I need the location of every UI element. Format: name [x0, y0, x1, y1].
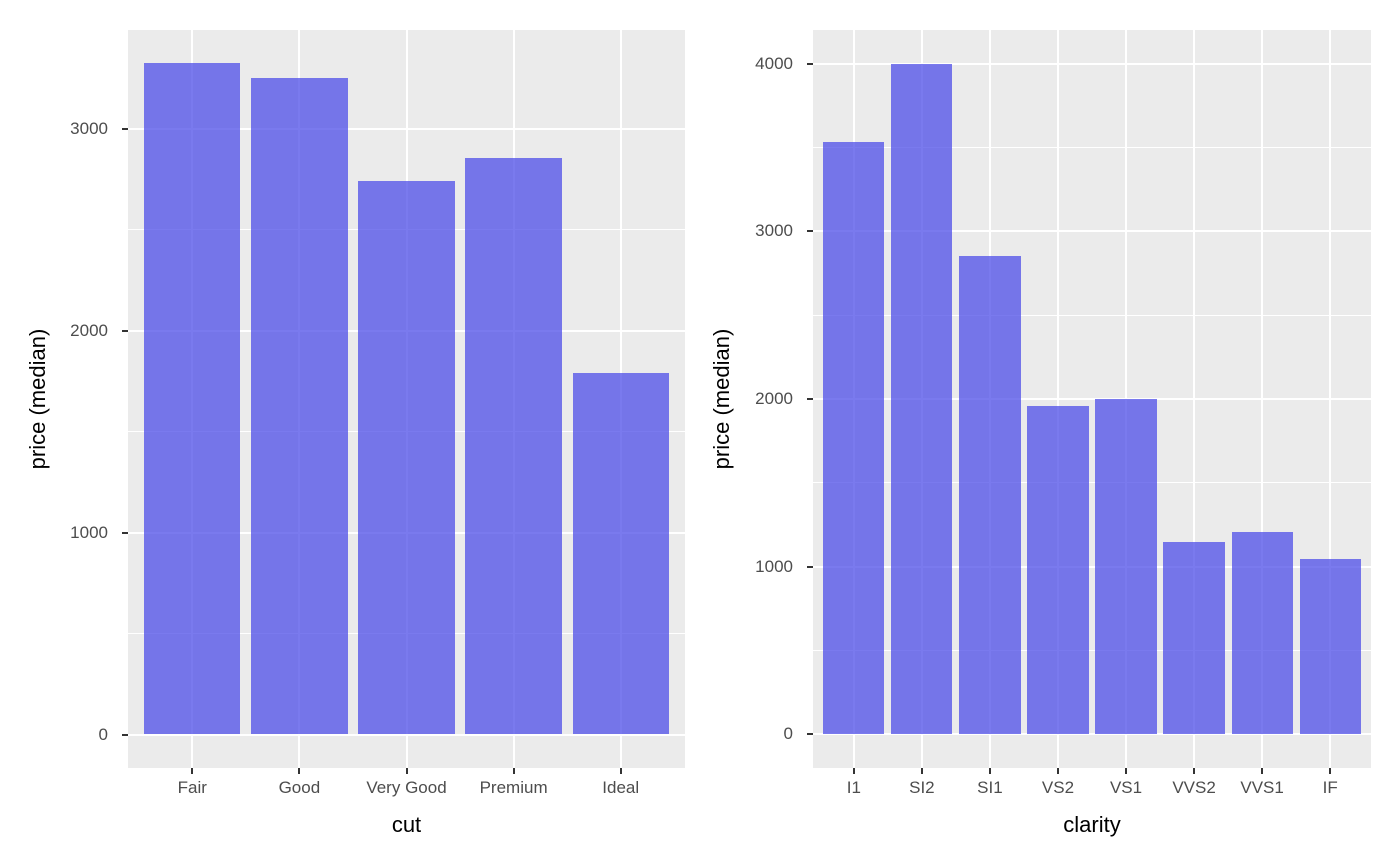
y-tick-label: 0 [783, 724, 793, 744]
gridline-h-minor [813, 482, 1371, 484]
y-tick-label: 2000 [70, 320, 108, 340]
gridline-v-major [1056, 30, 1059, 768]
bar-ideal [572, 373, 669, 735]
x-tick-mark [988, 768, 991, 774]
x-tick-label: Fair [177, 778, 207, 797]
x-tick-label: IF [1322, 778, 1338, 797]
gridline-h-major [813, 565, 1371, 568]
bar-vvs2 [1163, 542, 1225, 735]
plot-panel [128, 30, 685, 768]
y-tick-mark [807, 565, 813, 568]
x-tick-mark [1056, 768, 1059, 774]
bar-si1 [959, 255, 1021, 735]
bar-premium [465, 158, 562, 735]
x-tick-mark [619, 768, 622, 774]
chart-price-by-clarity: price (median) clarity 0 1000 2000 3000 4000… [700, 0, 1400, 866]
gridline-h-minor [813, 146, 1371, 148]
plot-panel [813, 30, 1371, 768]
bar-i1 [823, 141, 885, 735]
y-axis-title: price (median) [25, 328, 50, 470]
bar-fair [144, 63, 241, 735]
y-tick-mark [807, 230, 813, 233]
bar-vs1 [1095, 399, 1157, 735]
y-tick-mark [807, 398, 813, 400]
y-tick-label: 1000 [70, 522, 108, 542]
chart-price-by-cut: price (median) cut 0 1000 2000 3000 Fair Good… [25, 30, 685, 837]
x-tick-mark [852, 768, 855, 774]
bar-very-good [358, 180, 455, 735]
gridline-h-minor [813, 314, 1371, 316]
x-tick-mark [1125, 768, 1128, 774]
x-tick-label: Premium [479, 778, 548, 797]
y-tick-label: 3000 [70, 119, 108, 139]
x-tick-label: I1 [846, 778, 861, 797]
x-tick-label: Very Good [366, 778, 447, 797]
y-tick-mark [122, 733, 128, 736]
x-tick-label: VS1 [1109, 778, 1143, 797]
y-tick-label: 4000 [755, 53, 793, 73]
x-tick-mark [1193, 768, 1196, 774]
bar-vs2 [1027, 405, 1089, 735]
y-tick-label: 1000 [755, 556, 793, 576]
x-axis-title: clarity [1063, 812, 1121, 837]
x-axis-title: cut [391, 812, 422, 837]
x-tick-mark [1329, 768, 1332, 774]
x-tick-label: VVS2 [1172, 778, 1216, 797]
y-tick-mark [122, 329, 128, 332]
gridline-h-major [813, 62, 1371, 65]
bar-si2 [891, 63, 953, 735]
x-tick-label: SI1 [977, 778, 1003, 797]
y-tick-mark [807, 62, 813, 65]
x-tick-mark [405, 768, 408, 774]
x-tick-mark [512, 768, 515, 774]
x-tick-mark [191, 768, 194, 774]
gridline-v-major [1329, 30, 1332, 768]
x-tick-label: VS2 [1041, 778, 1075, 797]
x-tick-mark [298, 768, 301, 774]
x-tick-label: SI2 [909, 778, 935, 797]
bar-good [251, 77, 348, 735]
bar-if [1299, 559, 1361, 735]
gridline-h-major [813, 398, 1371, 400]
x-tick-mark [1261, 768, 1264, 774]
gridline-v-major [1261, 30, 1264, 768]
x-tick-label: Ideal [602, 778, 640, 797]
x-tick-label: Good [278, 778, 321, 797]
gridline-h-minor [813, 650, 1371, 652]
y-tick-label: 3000 [755, 221, 793, 241]
bar-vvs1 [1231, 532, 1293, 735]
y-tick-label: 2000 [755, 389, 793, 408]
y-tick-label: 0 [98, 724, 108, 744]
y-tick-mark [122, 531, 128, 534]
gridline-h-major [813, 733, 1371, 736]
x-tick-mark [920, 768, 923, 774]
y-tick-mark [122, 128, 128, 131]
x-tick-label: VVS1 [1240, 778, 1284, 797]
gridline-h-major [813, 230, 1371, 233]
gridline-v-major [1193, 30, 1196, 768]
y-tick-mark [807, 733, 813, 736]
